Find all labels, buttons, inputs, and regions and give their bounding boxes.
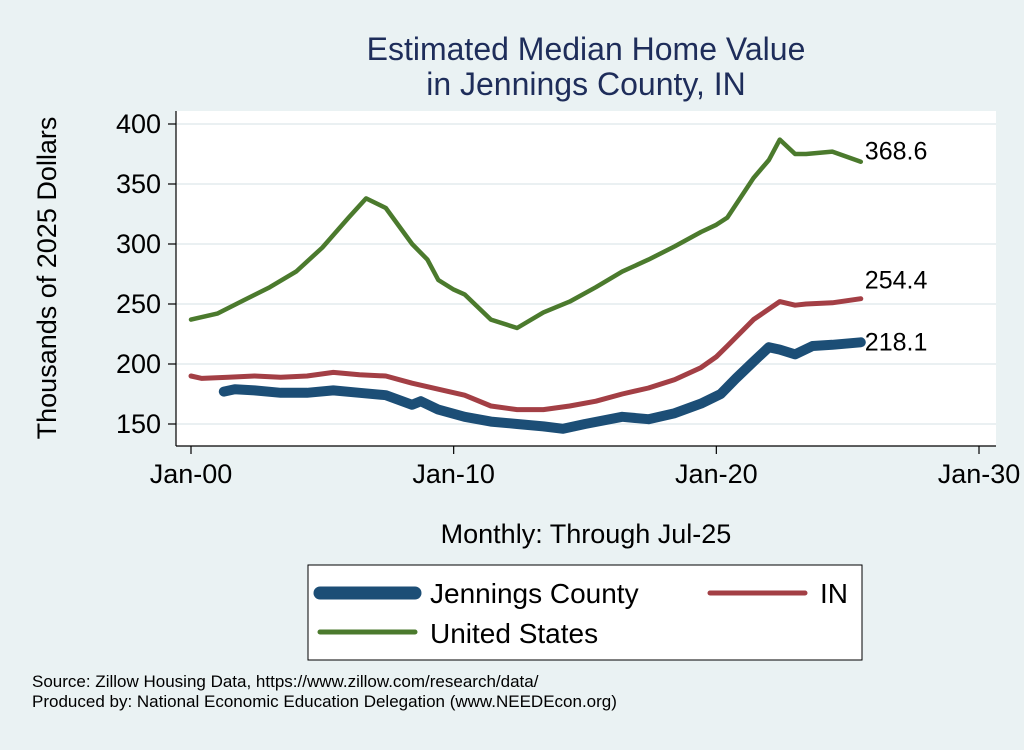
x-axis-title: Monthly: Through Jul-25 bbox=[441, 519, 732, 549]
legend-label-united-states: United States bbox=[430, 618, 598, 649]
y-tick-label: 300 bbox=[116, 229, 161, 259]
x-tick-label: Jan-30 bbox=[938, 459, 1021, 489]
series-line-in bbox=[188, 296, 864, 413]
x-tick-label: Jan-10 bbox=[412, 459, 495, 489]
y-tick-label: 250 bbox=[116, 289, 161, 319]
legend-box bbox=[307, 564, 863, 661]
source-note: Source: Zillow Housing Data, https://www… bbox=[32, 672, 539, 691]
producer-note: Produced by: National Economic Education… bbox=[32, 692, 617, 711]
end-label-united-states: 368.6 bbox=[865, 138, 928, 166]
series-line-jennings-county bbox=[218, 337, 866, 434]
legend-label-in: IN bbox=[820, 578, 848, 609]
legend-label-jennings-county: Jennings County bbox=[430, 578, 639, 609]
x-tick-label: Jan-20 bbox=[675, 459, 758, 489]
end-label-jennings-county: 218.1 bbox=[865, 328, 928, 356]
x-tick-label: Jan-00 bbox=[150, 459, 233, 489]
chart-title-line-2: in Jennings County, IN bbox=[426, 66, 746, 102]
y-tick-label: 400 bbox=[116, 109, 161, 139]
y-tick-label: 150 bbox=[116, 409, 161, 439]
y-tick-label: 350 bbox=[116, 169, 161, 199]
y-tick-label: 200 bbox=[116, 349, 161, 379]
y-axis-title: Thousands of 2025 Dollars bbox=[32, 117, 62, 440]
chart-title-line-1: Estimated Median Home Value bbox=[367, 31, 806, 67]
legend: Jennings County IN United States bbox=[307, 564, 863, 661]
end-label-in: 254.4 bbox=[865, 267, 928, 295]
series-line-united-states bbox=[188, 137, 864, 331]
